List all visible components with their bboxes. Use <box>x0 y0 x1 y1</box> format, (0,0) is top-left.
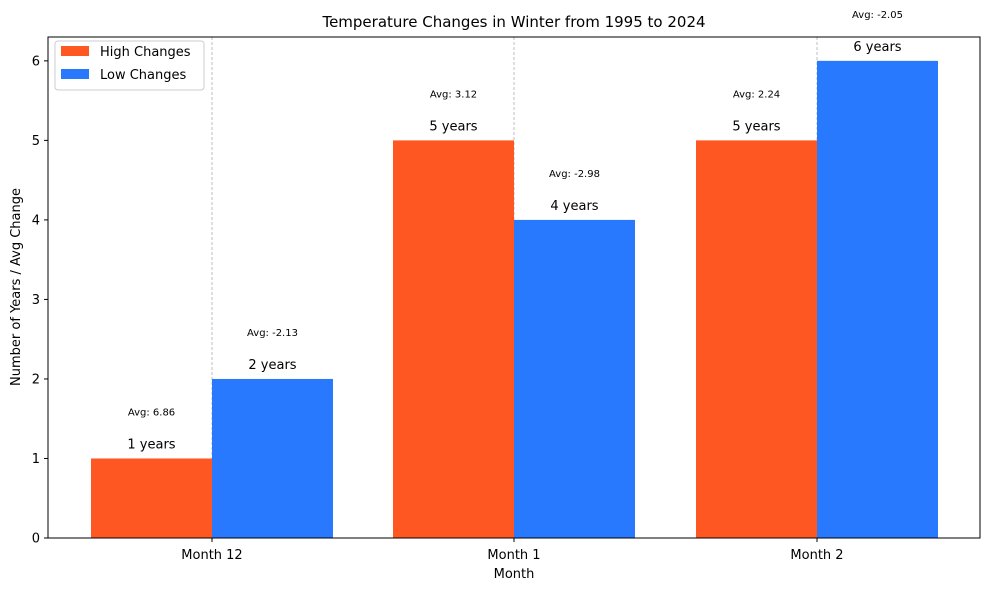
x-tick-label: Month 1 <box>487 548 540 563</box>
legend-swatch <box>61 46 89 56</box>
bar <box>817 60 938 538</box>
bar-value-label: 6 years <box>853 40 901 55</box>
bar <box>212 378 333 538</box>
legend-label: High Changes <box>100 45 191 60</box>
y-axis-label: Number of Years / Avg Change <box>9 188 24 386</box>
bars <box>91 60 938 538</box>
bar-value-label: 5 years <box>429 119 477 134</box>
bar-value-label: 5 years <box>732 119 780 134</box>
avg-label: Avg: -2.05 <box>852 10 903 21</box>
bar <box>91 458 212 538</box>
legend-label: Low Changes <box>100 68 187 83</box>
bar <box>514 219 635 538</box>
avg-label: Avg: 3.12 <box>430 89 477 100</box>
bar-value-label: 1 years <box>127 437 175 452</box>
avg-label: Avg: -2.98 <box>549 169 600 180</box>
legend-box <box>54 40 205 91</box>
y-tick-label: 4 <box>32 213 40 228</box>
y-tick-label: 3 <box>32 293 40 308</box>
bar <box>696 140 817 538</box>
x-axis: Month 12 Month 1 Month 2 <box>181 538 844 563</box>
x-axis-label: Month <box>494 567 535 582</box>
y-tick-label: 0 <box>32 532 40 547</box>
avg-label: Avg: 6.86 <box>128 407 175 418</box>
y-axis: 0 1 2 3 4 5 6 <box>32 54 48 547</box>
avg-label: Avg: 2.24 <box>733 89 780 100</box>
y-tick-label: 6 <box>32 54 40 69</box>
x-tick-label: Month 2 <box>790 548 843 563</box>
legend-swatch <box>61 69 89 79</box>
y-tick-label: 2 <box>32 372 40 387</box>
bar-value-label: 4 years <box>550 199 598 214</box>
legend: High Changes Low Changes <box>54 40 205 91</box>
x-tick-label: Month 12 <box>181 548 242 563</box>
y-tick-label: 5 <box>32 134 40 149</box>
bar <box>393 140 514 538</box>
y-tick-label: 1 <box>32 452 40 467</box>
bar-labels: 1 years Avg: 6.86 5 years Avg: 3.12 5 years A… <box>127 10 903 453</box>
bar-value-label: 2 years <box>248 358 296 373</box>
chart-title: Temperature Changes in Winter from 1995 … <box>321 13 705 31</box>
avg-label: Avg: -2.13 <box>247 328 298 339</box>
